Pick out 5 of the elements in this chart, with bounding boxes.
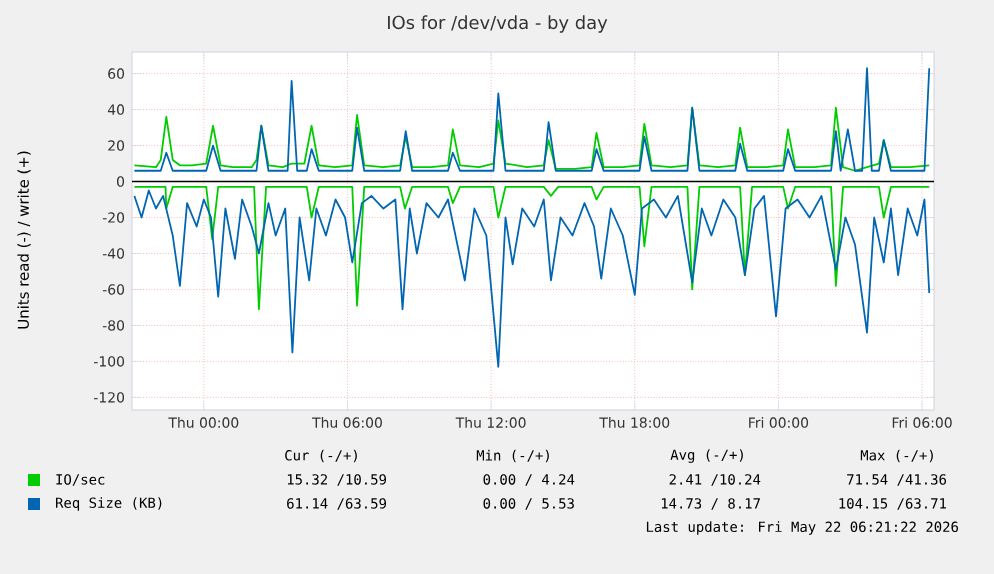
- chart-title: IOs for /dev/vda - by day: [388, 15, 608, 33]
- line-series: [133, 186, 931, 311]
- line-series: [133, 67, 931, 172]
- line-series: [133, 189, 931, 368]
- line-series: [133, 106, 931, 172]
